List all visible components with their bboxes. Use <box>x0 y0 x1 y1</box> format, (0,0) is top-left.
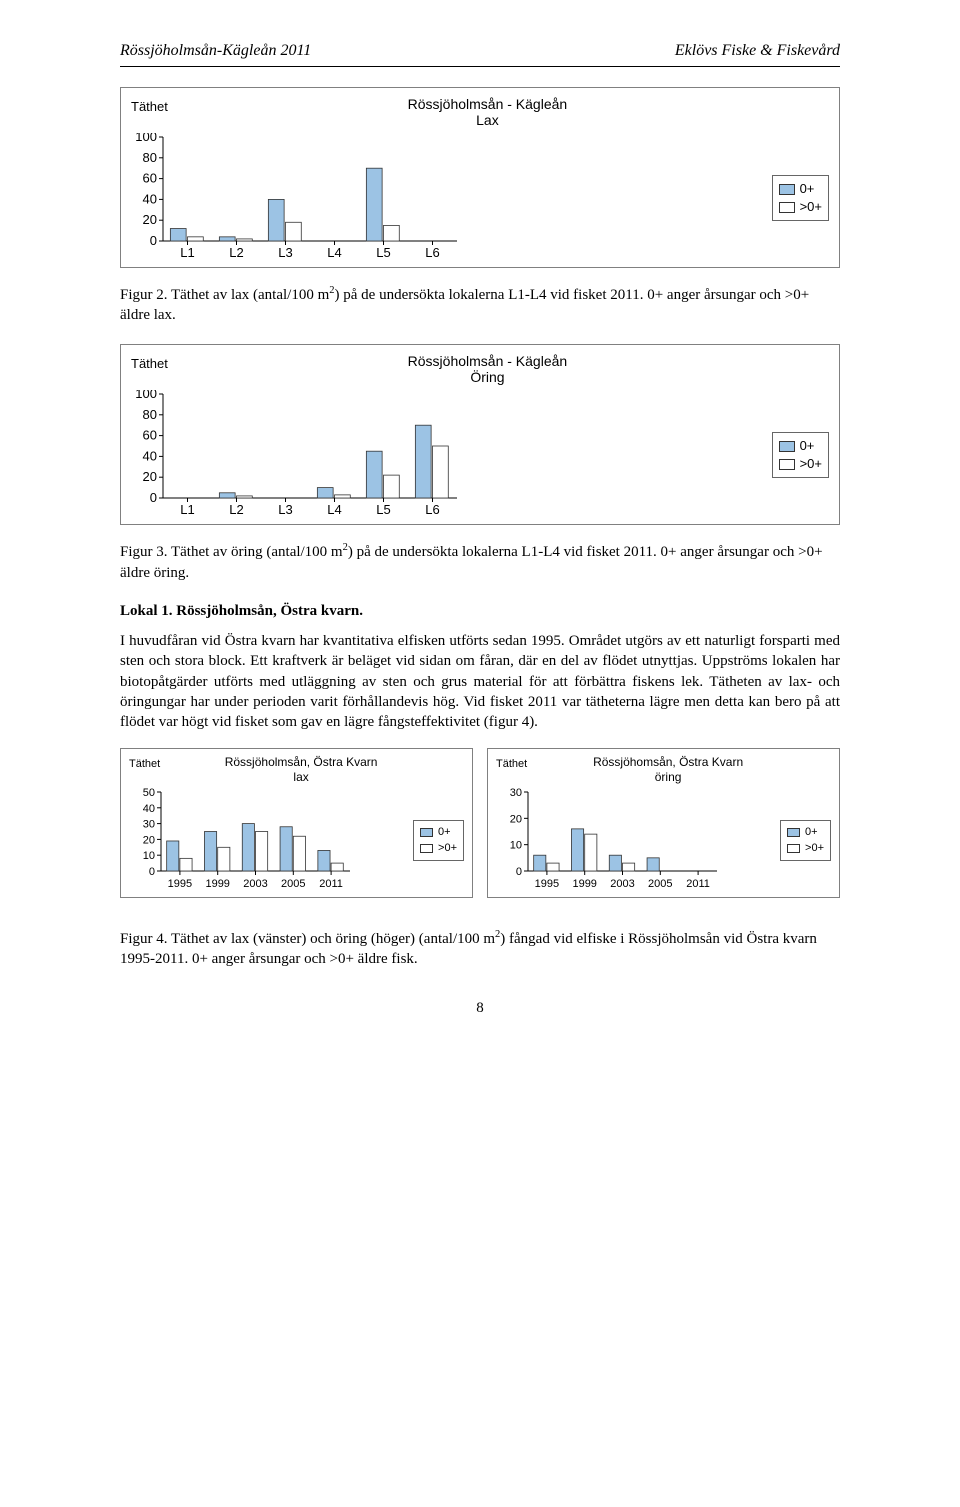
chart2-plot: 0 20 40 60 80 100 L1 L2 L3 L4 L5 L6 <box>131 390 764 520</box>
svg-text:20: 20 <box>143 212 157 227</box>
svg-text:100: 100 <box>135 390 157 401</box>
svg-text:20: 20 <box>143 469 157 484</box>
svg-text:30: 30 <box>510 788 522 799</box>
legend-swatch-gt0plus <box>787 844 800 853</box>
svg-text:80: 80 <box>143 150 157 165</box>
chart3-legend: 0+ >0+ <box>413 820 464 861</box>
section-heading-lokal1: Lokal 1. Rössjöholmsån, Östra kvarn. <box>120 601 840 621</box>
svg-text:L2: L2 <box>229 245 243 260</box>
chart1-plot: 0 20 40 60 80 100 L1 L2 L3 L4 L5 L6 <box>131 133 764 263</box>
body-paragraph: I huvudfåran vid Östra kvarn har kvantit… <box>120 631 840 732</box>
svg-text:L6: L6 <box>425 502 439 517</box>
chart4-title: Rössjöhomsån, Östra Kvarn öring <box>505 755 831 784</box>
figure-4-right-chart: Täthet Rössjöhomsån, Östra Kvarn öring 0… <box>487 748 840 898</box>
chart4-legend: 0+ >0+ <box>780 820 831 861</box>
figure-4-caption: Figur 4. Täthet av lax (vänster) och öri… <box>120 928 840 970</box>
chart1-title: Rössjöholmsån - Kägleån Lax <box>146 96 829 130</box>
svg-text:1995: 1995 <box>535 878 559 890</box>
svg-text:0: 0 <box>516 866 522 878</box>
chart2-legend: 0+ >0+ <box>772 432 829 478</box>
svg-text:L4: L4 <box>327 502 341 517</box>
svg-text:L3: L3 <box>278 502 292 517</box>
svg-text:L4: L4 <box>327 245 341 260</box>
svg-text:0: 0 <box>149 866 155 878</box>
running-header: Rössjöholmsån-Kägleån 2011 Eklövs Fiske … <box>120 40 840 62</box>
svg-text:2003: 2003 <box>243 878 267 890</box>
svg-text:2005: 2005 <box>281 878 305 890</box>
svg-text:2011: 2011 <box>686 878 710 890</box>
svg-text:L1: L1 <box>180 245 194 260</box>
legend-swatch-0plus <box>420 828 433 837</box>
figure-2-caption: Figur 2. Täthet av lax (antal/100 m2) på… <box>120 284 840 326</box>
svg-text:L5: L5 <box>376 245 390 260</box>
legend-swatch-gt0plus <box>420 844 433 853</box>
svg-text:100: 100 <box>135 133 157 144</box>
svg-text:20: 20 <box>143 834 155 846</box>
legend-swatch-0plus <box>779 184 795 195</box>
svg-text:1999: 1999 <box>572 878 596 890</box>
chart3-plot: 0 10 20 30 40 50 1995 1999 2003 2005 2011 <box>129 788 405 893</box>
chart4-plot: 0 10 20 30 1995 1999 2003 2005 2011 <box>496 788 772 893</box>
svg-text:L3: L3 <box>278 245 292 260</box>
figure-2-chart: Täthet Rössjöholmsån - Kägleån Lax 02040… <box>120 87 840 269</box>
runhead-right: Eklövs Fiske & Fiskevård <box>675 40 840 62</box>
figure-4-left-chart: Täthet Rössjöholmsån, Östra Kvarn lax 01… <box>120 748 473 898</box>
legend-swatch-gt0plus <box>779 459 795 470</box>
chart3-title: Rössjöholmsån, Östra Kvarn lax <box>138 755 464 784</box>
legend-swatch-gt0plus <box>779 202 795 213</box>
chart1-legend: 0+ >0+ <box>772 175 829 221</box>
legend-swatch-0plus <box>787 828 800 837</box>
svg-text:40: 40 <box>143 803 155 815</box>
svg-text:2011: 2011 <box>319 878 343 890</box>
svg-text:0: 0 <box>150 490 157 505</box>
svg-text:10: 10 <box>510 840 522 852</box>
figure-3-chart: Täthet Rössjöholmsån - Kägleån Öring 020… <box>120 344 840 526</box>
svg-text:60: 60 <box>143 428 157 443</box>
runhead-left: Rössjöholmsån-Kägleån 2011 <box>120 40 311 62</box>
chart2-title: Rössjöholmsån - Kägleån Öring <box>146 353 829 387</box>
svg-text:10: 10 <box>143 850 155 862</box>
svg-text:2005: 2005 <box>648 878 672 890</box>
svg-text:L2: L2 <box>229 502 243 517</box>
page-number: 8 <box>120 998 840 1018</box>
svg-text:L6: L6 <box>425 245 439 260</box>
svg-text:L1: L1 <box>180 502 194 517</box>
svg-text:50: 50 <box>143 788 155 799</box>
svg-text:1999: 1999 <box>205 878 229 890</box>
svg-text:30: 30 <box>143 819 155 831</box>
svg-text:40: 40 <box>143 192 157 207</box>
header-rule <box>120 66 840 67</box>
svg-text:0: 0 <box>150 233 157 248</box>
svg-text:20: 20 <box>510 813 522 825</box>
svg-text:L5: L5 <box>376 502 390 517</box>
svg-text:2003: 2003 <box>610 878 634 890</box>
svg-text:60: 60 <box>143 171 157 186</box>
legend-swatch-0plus <box>779 441 795 452</box>
figure-3-caption: Figur 3. Täthet av öring (antal/100 m2) … <box>120 541 840 583</box>
svg-text:1995: 1995 <box>168 878 192 890</box>
svg-text:80: 80 <box>143 407 157 422</box>
svg-text:40: 40 <box>143 449 157 464</box>
